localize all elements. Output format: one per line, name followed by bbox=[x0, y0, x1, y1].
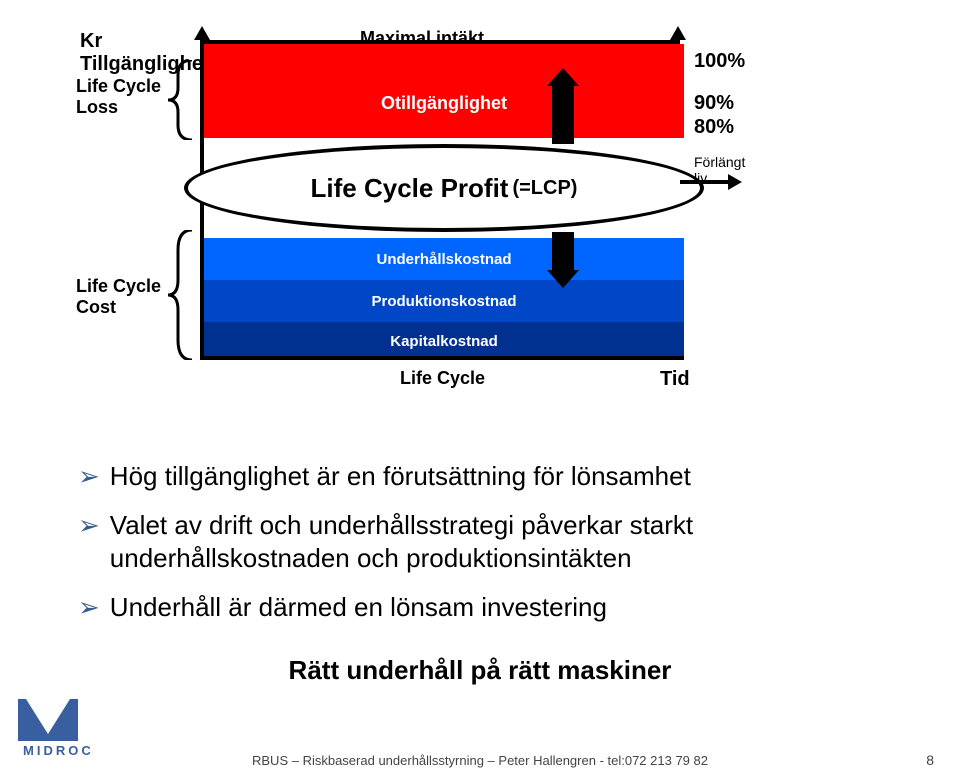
bullet-mark-icon: ➢ bbox=[78, 509, 100, 541]
maximal-intakt-label: Maximal intäkt bbox=[360, 28, 484, 49]
down-arrow-body bbox=[552, 232, 574, 272]
underhallskostnad-band: Underhållskostnad bbox=[204, 238, 684, 280]
bullet-item: ➢ Underhåll är därmed en lönsam invester… bbox=[78, 591, 898, 624]
forlangt-liv-label: Förlängt liv bbox=[694, 154, 745, 186]
life-cycle-loss-label: Life Cycle Loss bbox=[76, 76, 161, 118]
x-axis-line bbox=[200, 356, 684, 360]
lcp-suffix: (=LCP) bbox=[512, 177, 577, 200]
kapitalkostnad-band: Kapitalkostnad bbox=[204, 322, 684, 360]
bullet-mark-icon: ➢ bbox=[78, 591, 100, 623]
life-cycle-diagram: Kr Tillgänglighet Otillgänglighet Underh… bbox=[80, 30, 880, 430]
chart-area: Otillgänglighet Underhållskostnad Produk… bbox=[200, 40, 680, 360]
up-arrow-body bbox=[552, 84, 574, 144]
bullet-text-2: Valet av drift och underhållsstrategi på… bbox=[110, 509, 898, 575]
produktionskostnad-band: Produktionskostnad bbox=[204, 280, 684, 322]
bullet-text-1: Hög tillgänglighet är en förutsättning f… bbox=[110, 460, 691, 493]
lcp-label: Life Cycle Profit bbox=[311, 173, 509, 204]
otillganglighet-label: Otillgänglighet bbox=[381, 93, 507, 114]
lcp-ellipse: Life Cycle Profit (=LCP) bbox=[184, 144, 704, 232]
left-axis-arrow bbox=[194, 26, 210, 40]
life-cycle-cost-label: Life Cycle Cost bbox=[76, 276, 161, 318]
down-arrow-head bbox=[547, 270, 579, 288]
bullet-list: ➢ Hög tillgänglighet är en förutsättning… bbox=[78, 460, 898, 640]
bullet-item: ➢ Hög tillgänglighet är en förutsättning… bbox=[78, 460, 898, 493]
bullet-mark-icon: ➢ bbox=[78, 460, 100, 492]
page-number: 8 bbox=[926, 752, 934, 768]
pct-80-label: 80% bbox=[694, 116, 734, 139]
life-cycle-axis-label: Life Cycle bbox=[400, 368, 485, 389]
up-arrow-head bbox=[547, 68, 579, 86]
right-axis-arrow bbox=[670, 26, 686, 40]
pct-90-label: 90% bbox=[694, 92, 734, 115]
underhallskostnad-label: Underhållskostnad bbox=[376, 251, 511, 268]
kapitalkostnad-label: Kapitalkostnad bbox=[390, 333, 498, 350]
bullet-text-3: Underhåll är därmed en lönsam investerin… bbox=[110, 591, 607, 624]
otillganglighet-band: Otillgänglighet bbox=[204, 68, 684, 138]
bullet-item: ➢ Valet av drift och underhållsstrategi … bbox=[78, 509, 898, 575]
pct-100-label: 100% bbox=[694, 50, 745, 73]
life-cycle-loss-brace bbox=[168, 60, 198, 140]
life-cycle-cost-brace bbox=[168, 230, 198, 360]
bottom-statement: Rätt underhåll på rätt maskiner bbox=[0, 655, 960, 686]
tid-axis-label: Tid bbox=[660, 368, 690, 391]
footer-text: RBUS – Riskbaserad underhållsstyrning – … bbox=[0, 753, 960, 768]
produktionskostnad-label: Produktionskostnad bbox=[371, 293, 516, 310]
